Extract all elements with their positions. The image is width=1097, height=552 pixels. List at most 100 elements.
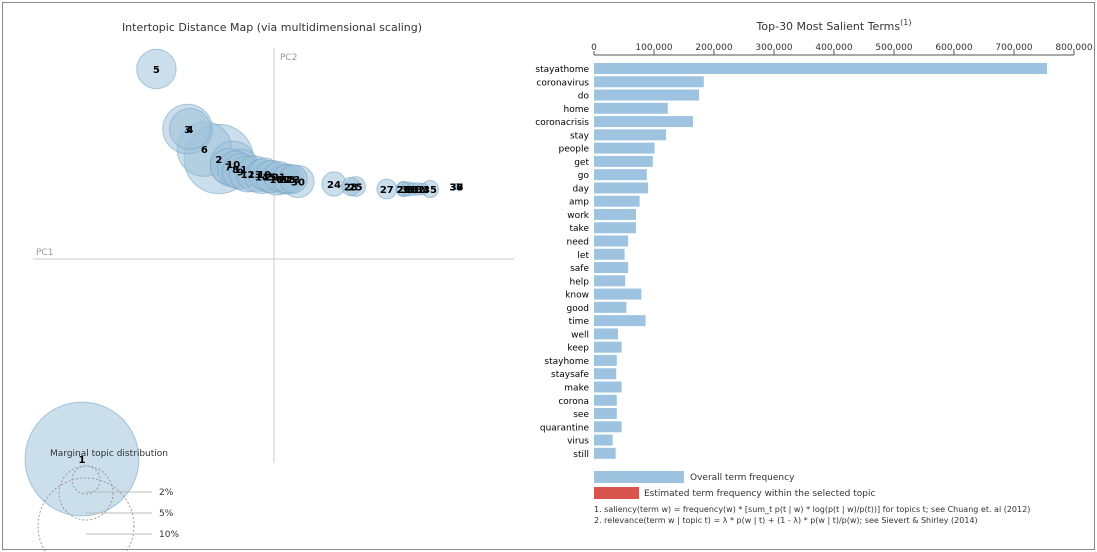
x-tick-label-6: 600,000 (935, 43, 972, 53)
term-bar-get[interactable] (594, 155, 653, 167)
term-label-work[interactable]: work (567, 211, 590, 221)
term-label-keep[interactable]: keep (567, 344, 589, 354)
term-bar-still[interactable] (594, 447, 616, 459)
legend-overall-label: Overall term frequency (690, 473, 795, 483)
term-label-people[interactable]: people (558, 145, 589, 155)
term-bar-know[interactable] (594, 288, 642, 300)
term-label-do[interactable]: do (578, 92, 590, 102)
topic-bubble-5[interactable] (136, 48, 177, 90)
terms-bars[interactable] (594, 63, 1047, 459)
term-label-go[interactable]: go (578, 171, 590, 181)
term-label-staysafe[interactable]: staysafe (551, 370, 589, 380)
term-bar-stayhome[interactable] (594, 354, 617, 366)
topic-bubble-1[interactable] (24, 401, 140, 517)
term-bar-well[interactable] (594, 328, 618, 340)
term-label-stay[interactable]: stay (570, 131, 590, 141)
term-bar-let[interactable] (594, 248, 625, 260)
term-bar-staysafe[interactable] (594, 368, 617, 380)
term-label-virus[interactable]: virus (567, 437, 589, 447)
term-bar-make[interactable] (594, 381, 622, 393)
terms-x-axis: 0 100,000 200,000 300,000 400,000 500,000 600,… (591, 43, 1093, 56)
term-label-get[interactable]: get (574, 158, 589, 168)
term-label-amp[interactable]: amp (569, 198, 589, 208)
topic-label-5: 5 (153, 65, 160, 76)
topic-label-14: 14 (255, 173, 269, 184)
terms-labels[interactable]: stayathomecoronavirusdohomecoronacrisiss… (535, 65, 590, 460)
term-label-help[interactable]: help (570, 277, 590, 287)
topic-bubble-34[interactable] (416, 182, 429, 196)
term-bar-stayathome[interactable] (594, 63, 1047, 74)
topic-bubble-38[interactable] (452, 183, 460, 190)
term-bar-time[interactable] (594, 315, 646, 327)
x-tick-label-8: 800,000 (1055, 43, 1092, 53)
term-bar-work[interactable] (594, 208, 636, 220)
term-bar-take[interactable] (594, 222, 636, 234)
topic-label-10: 10 (226, 160, 240, 171)
term-label-coronavirus[interactable]: coronavirus (536, 78, 589, 88)
term-bar-keep[interactable] (594, 341, 622, 353)
term-label-let[interactable]: let (577, 251, 589, 261)
term-label-still[interactable]: still (573, 450, 589, 460)
intertopic-distance-map: Intertopic Distance Map (via multidimens… (24, 21, 514, 552)
x-tick-label-4: 400,000 (815, 43, 852, 53)
topic-label-36: 36 (449, 183, 463, 194)
topic-label-26: 26 (397, 185, 411, 196)
topic-label-29: 29 (397, 185, 411, 196)
topic-label-35: 35 (423, 185, 437, 196)
term-bar-coronavirus[interactable] (594, 76, 704, 88)
topic-label-13: 13 (248, 170, 262, 181)
term-label-take[interactable]: take (570, 224, 590, 234)
term-bar-help[interactable] (594, 275, 626, 287)
topic-label-30: 30 (291, 178, 305, 189)
topic-label-23: 23 (286, 175, 300, 186)
term-bar-amp[interactable] (594, 195, 640, 207)
term-label-day[interactable]: day (572, 184, 589, 194)
term-label-safe[interactable]: safe (570, 264, 589, 274)
term-label-make[interactable]: make (564, 383, 589, 393)
topic-bubbles[interactable] (24, 48, 460, 517)
term-bar-coronacrisis[interactable] (594, 116, 693, 128)
term-bar-go[interactable] (594, 169, 647, 181)
term-label-well[interactable]: well (571, 330, 589, 340)
topic-bubble-4[interactable] (168, 107, 212, 151)
term-label-good[interactable]: good (567, 304, 589, 314)
term-bar-home[interactable] (594, 102, 668, 114)
x-tick-label-3: 300,000 (755, 43, 792, 53)
terms-title-main: Top-30 Most Salient Terms (756, 20, 901, 33)
topic-bubble-28[interactable] (341, 177, 361, 196)
term-bar-stay[interactable] (594, 129, 666, 141)
term-bar-day[interactable] (594, 182, 648, 194)
term-label-need[interactable]: need (567, 238, 590, 248)
term-label-home[interactable]: home (563, 105, 589, 115)
topic-label-11: 11 (233, 165, 247, 176)
term-bar-need[interactable] (594, 235, 629, 247)
legend-circle-5 (58, 465, 114, 521)
term-label-quarantine[interactable]: quarantine (540, 423, 590, 433)
term-bar-safe[interactable] (594, 262, 629, 274)
topic-label-18: 18 (281, 175, 295, 186)
term-bar-quarantine[interactable] (594, 421, 622, 433)
term-label-stayhome[interactable]: stayhome (544, 357, 589, 367)
term-bar-good[interactable] (594, 301, 627, 313)
terms-title-superscript: (1) (900, 18, 911, 27)
topic-bubble-23[interactable] (278, 164, 308, 194)
term-bar-do[interactable] (594, 89, 699, 101)
term-label-see[interactable]: see (573, 410, 589, 420)
term-bar-see[interactable] (594, 408, 617, 420)
x-tick-label-1: 100,000 (635, 43, 672, 53)
term-bar-people[interactable] (594, 142, 655, 154)
topic-label-33: 33 (401, 185, 415, 196)
legend-label-5: 5% (159, 509, 174, 519)
term-label-time[interactable]: time (569, 317, 590, 327)
topic-label-27: 27 (380, 185, 394, 196)
term-label-coronacrisis[interactable]: coronacrisis (535, 118, 589, 128)
term-bar-virus[interactable] (594, 434, 613, 446)
term-label-corona[interactable]: corona (558, 397, 589, 407)
x-tick-label-0: 0 (591, 43, 597, 53)
term-bar-corona[interactable] (594, 394, 617, 406)
legend-topic-swatch (594, 487, 639, 499)
topic-label-7: 7 (225, 163, 232, 174)
term-label-stayathome[interactable]: stayathome (535, 65, 589, 75)
term-label-know[interactable]: know (565, 291, 589, 301)
